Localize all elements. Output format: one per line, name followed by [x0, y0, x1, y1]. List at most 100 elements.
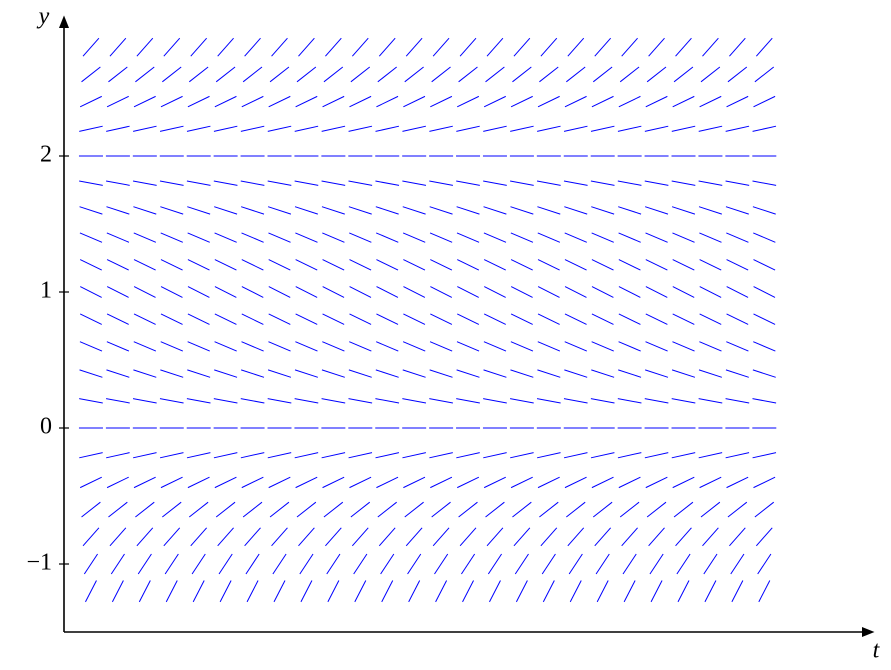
- slope-segment: [430, 476, 453, 489]
- slope-segment: [402, 232, 426, 243]
- slope-segment: [85, 580, 97, 603]
- slope-segment: [160, 259, 183, 271]
- slope-segment: [591, 259, 614, 271]
- slope-segment: [673, 501, 694, 518]
- slope-segment: [703, 553, 718, 575]
- slope-segment: [79, 180, 103, 186]
- slope-segment: [244, 527, 261, 547]
- slope-segment: [241, 259, 264, 271]
- slope-segment: [456, 206, 480, 215]
- slope-segment: [752, 452, 777, 459]
- slope-segment: [349, 232, 372, 243]
- slope-segment: [322, 259, 345, 271]
- slope-segment: [429, 369, 453, 378]
- slope-segment: [109, 527, 127, 547]
- slope-segment: [623, 580, 636, 603]
- slope-segment: [186, 180, 211, 186]
- slope-segment: [378, 527, 396, 547]
- slope-segment: [163, 37, 181, 57]
- slope-segment: [619, 66, 640, 83]
- slope-segment: [564, 341, 588, 352]
- slope-segment: [133, 286, 156, 298]
- slope-segment: [241, 341, 264, 352]
- slope-segment: [564, 259, 587, 271]
- slope-segment: [378, 37, 396, 57]
- slope-segment: [726, 259, 749, 271]
- slope-segment: [300, 580, 313, 603]
- slope-segment: [408, 580, 421, 603]
- slope-segment: [731, 580, 744, 603]
- slope-segment: [510, 206, 534, 215]
- slope-segment: [726, 476, 749, 489]
- slope-segment: [590, 180, 615, 186]
- slope-segment: [567, 37, 585, 57]
- slope-segment: [618, 476, 641, 489]
- slope-segment: [375, 206, 399, 215]
- slope-segment: [241, 232, 264, 243]
- slope-segment: [537, 125, 561, 132]
- slope-segment: [699, 95, 722, 108]
- slope-segment: [563, 180, 588, 186]
- slope-segment: [513, 37, 531, 57]
- slope-segment: [294, 398, 319, 404]
- slope-segment: [321, 206, 345, 215]
- slope-segment: [325, 527, 342, 547]
- slope-segment: [267, 452, 292, 459]
- slope-segment: [186, 452, 211, 459]
- slope-segment: [163, 527, 181, 547]
- slope-segment: [645, 286, 668, 298]
- slope-segment: [79, 313, 102, 325]
- slope-segment: [108, 501, 128, 518]
- slope-segment: [456, 398, 480, 404]
- slope-segment: [133, 259, 156, 271]
- slope-segment: [596, 580, 609, 603]
- slope-segment: [729, 527, 746, 547]
- slope-segment: [402, 398, 427, 404]
- slope-segment: [457, 95, 480, 108]
- slope-segment: [645, 313, 668, 325]
- slope-segment: [246, 580, 259, 603]
- slope-segment: [133, 95, 156, 108]
- slope-segment: [486, 527, 504, 547]
- slope-segment: [294, 206, 319, 215]
- slope-segment: [403, 313, 426, 325]
- slope-segment: [726, 341, 749, 352]
- slope-segment: [106, 398, 130, 404]
- slope-segment: [726, 286, 749, 298]
- slope-segment: [245, 553, 260, 575]
- slope-segment: [725, 369, 749, 378]
- slope-segment: [403, 259, 426, 271]
- slope-segment: [111, 580, 124, 603]
- slope-segment: [618, 286, 641, 298]
- slope-segment: [510, 341, 534, 352]
- slope-segment: [594, 37, 612, 57]
- slope-segment: [268, 286, 291, 298]
- slope-segment: [510, 286, 533, 298]
- slope-segment: [537, 313, 560, 325]
- slope-segment: [563, 125, 588, 132]
- slope-segment: [79, 259, 102, 271]
- slope-segment: [322, 286, 345, 298]
- slope-segment: [512, 501, 532, 518]
- slope-segment: [82, 527, 100, 547]
- slope-segment: [644, 206, 669, 215]
- slope-segment: [106, 180, 130, 186]
- slope-segment: [137, 553, 152, 575]
- slope-segment: [241, 476, 264, 489]
- slope-segment: [591, 232, 614, 243]
- slope-segment: [269, 66, 290, 83]
- slope-segment: [240, 125, 265, 132]
- slope-segment: [215, 66, 236, 83]
- slope-segment: [294, 369, 319, 378]
- slope-segment: [644, 398, 669, 404]
- slope-segment: [268, 476, 291, 489]
- slope-segment: [564, 95, 587, 108]
- slope-segment: [135, 66, 155, 83]
- slope-segment: [349, 259, 372, 271]
- slope-segment: [671, 369, 696, 378]
- slope-segment: [645, 476, 668, 489]
- slope-segment: [165, 580, 178, 603]
- slope-segment: [219, 580, 232, 603]
- slope-segment: [753, 341, 776, 352]
